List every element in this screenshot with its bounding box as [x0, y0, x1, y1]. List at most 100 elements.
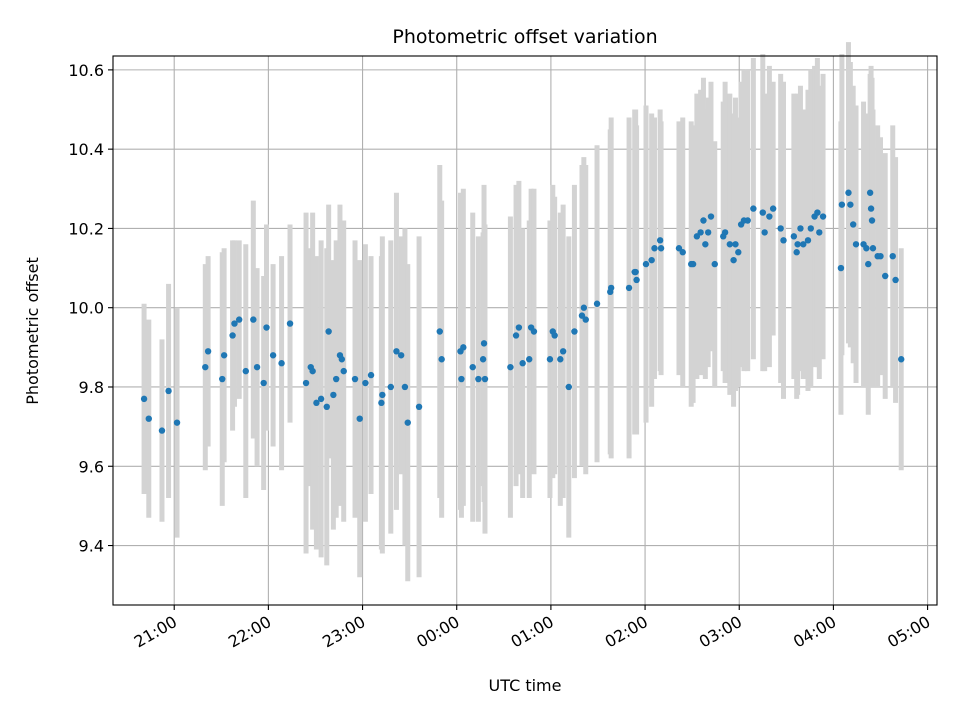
- data-point: [847, 201, 854, 208]
- data-point: [759, 209, 766, 216]
- data-point: [607, 284, 615, 292]
- data-point: [877, 252, 884, 260]
- data-point: [158, 427, 166, 434]
- data-point: [551, 332, 558, 339]
- y-tick-label: 9.6: [79, 457, 104, 476]
- data-point: [401, 383, 409, 391]
- data-point: [235, 316, 243, 323]
- data-point: [633, 276, 640, 284]
- data-point: [397, 352, 405, 359]
- data-point: [593, 300, 601, 307]
- data-point: [173, 419, 181, 426]
- data-point: [800, 241, 807, 248]
- data-point: [351, 375, 359, 383]
- data-point: [837, 264, 845, 272]
- data-point: [515, 324, 523, 331]
- data-point: [356, 415, 363, 422]
- data-point: [804, 237, 812, 244]
- data-point: [438, 356, 445, 363]
- data-point: [338, 356, 346, 363]
- data-point: [479, 356, 487, 363]
- chart-title: Photometric offset variation: [392, 26, 657, 48]
- data-point: [651, 245, 658, 252]
- y-tick-label: 9.4: [79, 537, 104, 556]
- data-point: [865, 260, 872, 268]
- data-point: [656, 237, 664, 244]
- data-point: [845, 189, 852, 196]
- y-axis-label: Photometric offset: [23, 257, 42, 405]
- data-point: [794, 241, 801, 248]
- data-point: [852, 241, 860, 248]
- data-point: [571, 328, 578, 335]
- data-point: [317, 395, 325, 403]
- data-point: [323, 403, 330, 411]
- data-point: [332, 375, 340, 383]
- data-point: [867, 205, 875, 212]
- data-point: [458, 375, 465, 383]
- data-point: [769, 205, 777, 212]
- data-point: [340, 367, 347, 375]
- data-point: [263, 324, 270, 331]
- data-point: [750, 205, 757, 212]
- y-axis-ticks: 9.4 9.6 9.8 10.0 10.2 10.4 10.6: [68, 61, 113, 556]
- data-point: [648, 256, 655, 264]
- data-point: [507, 363, 514, 371]
- data-point: [565, 383, 572, 391]
- data-point: [707, 213, 715, 220]
- data-point: [387, 383, 395, 391]
- data-point: [481, 375, 489, 383]
- data-point: [700, 217, 707, 224]
- data-point: [766, 213, 773, 220]
- data-point: [229, 332, 236, 339]
- data-point: [250, 316, 257, 323]
- data-point: [475, 375, 482, 383]
- data-point: [231, 320, 238, 327]
- data-point: [278, 360, 285, 367]
- data-point: [814, 209, 821, 216]
- data-point: [838, 201, 846, 208]
- data-point: [582, 316, 589, 323]
- data-point: [286, 320, 294, 327]
- data-point: [675, 245, 683, 252]
- data-point: [702, 241, 709, 248]
- data-point: [530, 328, 538, 335]
- data-point: [469, 363, 476, 371]
- data-point: [526, 356, 533, 363]
- data-point: [793, 249, 800, 256]
- data-point: [882, 272, 889, 280]
- data-point: [269, 352, 277, 359]
- data-point: [202, 363, 209, 371]
- data-point: [325, 328, 332, 335]
- data-point: [145, 415, 152, 422]
- data-point: [460, 344, 467, 351]
- data-points: [140, 189, 905, 434]
- data-point: [869, 245, 877, 252]
- data-point: [735, 249, 742, 256]
- data-point: [625, 284, 633, 292]
- data-point: [220, 352, 228, 359]
- data-point: [689, 260, 697, 268]
- data-point: [898, 356, 905, 363]
- data-point: [253, 363, 261, 371]
- data-point: [404, 419, 411, 426]
- data-point: [480, 340, 488, 347]
- data-point: [704, 229, 712, 236]
- data-point: [546, 356, 554, 363]
- data-point: [219, 375, 226, 383]
- plot-frame: [112, 55, 938, 606]
- data-point: [632, 268, 639, 276]
- data-point: [863, 245, 870, 252]
- data-point: [816, 229, 823, 236]
- y-tick-label: 10.4: [68, 140, 104, 159]
- data-point: [866, 189, 874, 196]
- data-point: [415, 403, 423, 411]
- data-point: [260, 379, 267, 387]
- data-point: [204, 348, 212, 355]
- data-point: [780, 237, 787, 244]
- data-point: [693, 233, 701, 240]
- data-point: [849, 221, 857, 228]
- data-point: [889, 252, 896, 260]
- data-point: [868, 217, 876, 224]
- data-point: [679, 249, 686, 256]
